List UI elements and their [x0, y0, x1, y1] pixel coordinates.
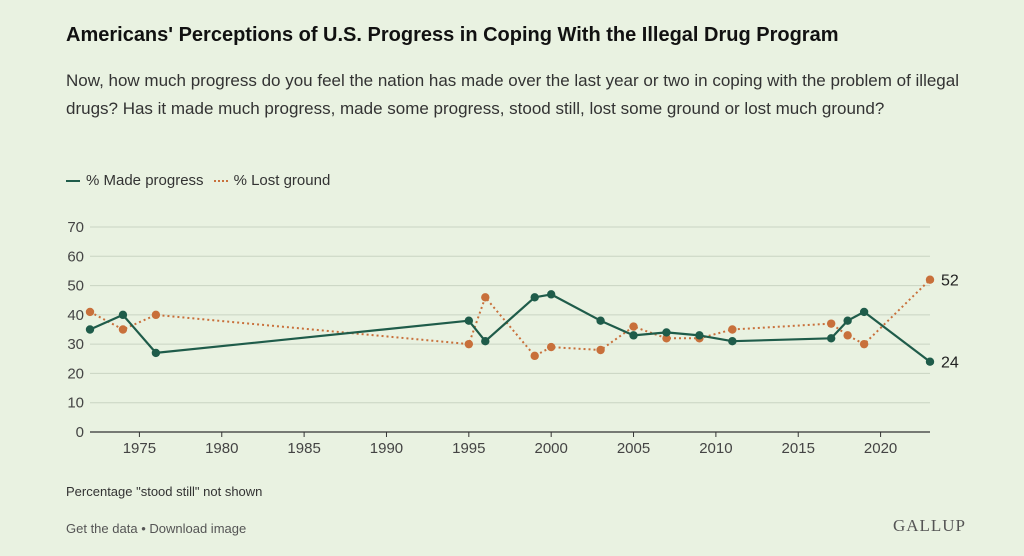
data-point-lost-ground-1972: [85, 307, 95, 317]
legend-item-lost-ground[interactable]: % Lost ground: [213, 172, 331, 189]
gallup-logo: GALLUP: [892, 516, 966, 535]
data-point-made-progress-2009: [695, 331, 704, 340]
end-label-made-progress: 24: [941, 355, 959, 372]
x-tick-label-1990: 1990: [370, 440, 403, 457]
y-tick-label-0: 0: [76, 424, 84, 441]
x-tick-label-2010: 2010: [699, 440, 732, 457]
data-point-lost-ground-1999: [530, 351, 539, 361]
data-point-made-progress-1976: [151, 348, 161, 358]
chart-footer: Get the data • Download image: [66, 521, 246, 536]
data-point-lost-ground-1995: [464, 339, 474, 349]
x-tick-label-1995: 1995: [452, 440, 485, 457]
legend-label-lost-ground: % Lost ground: [233, 172, 331, 189]
data-point-lost-ground-2000: [546, 342, 556, 352]
y-tick-label-30: 30: [67, 336, 84, 353]
chart-note: Percentage "stood still" not shown: [66, 484, 263, 499]
legend-swatch-made-progress: [66, 179, 80, 182]
data-point-made-progress-2018: [843, 316, 852, 325]
get-data-link[interactable]: Get the data: [66, 521, 138, 536]
x-tick-label-2015: 2015: [782, 440, 815, 457]
series-line-lost-ground: [89, 278, 931, 357]
legend-item-made-progress[interactable]: % Made progress: [66, 172, 204, 189]
data-point-made-progress-2007: [662, 328, 671, 337]
y-tick-label-10: 10: [67, 395, 84, 412]
data-point-lost-ground-1996: [481, 293, 490, 302]
data-point-made-progress-1972: [85, 325, 95, 334]
y-tick-label-50: 50: [67, 278, 84, 295]
x-tick-label-1980: 1980: [205, 440, 238, 457]
chart-title: Americans' Perceptions of U.S. Progress …: [66, 24, 839, 46]
data-point-lost-ground-2018: [843, 331, 852, 340]
data-point-made-progress-2019: [859, 307, 869, 317]
x-tick-label-2000: 2000: [534, 440, 567, 457]
data-point-made-progress-2011: [728, 337, 737, 346]
data-point-lost-ground-2011: [728, 325, 737, 334]
x-tick-label-1975: 1975: [123, 440, 156, 457]
y-tick-label-60: 60: [67, 248, 84, 265]
x-tick-label-2020: 2020: [864, 440, 897, 457]
end-label-lost-ground: 52: [941, 273, 959, 290]
y-tick-label-20: 20: [67, 365, 84, 382]
data-point-lost-ground-2017: [826, 319, 836, 328]
data-point-made-progress-1996: [481, 337, 490, 346]
data-point-made-progress-2003: [596, 316, 605, 325]
data-point-made-progress-2017: [826, 334, 836, 343]
data-point-lost-ground-2003: [596, 345, 605, 355]
data-point-lost-ground-2007: [662, 334, 671, 343]
y-tick-label-40: 40: [67, 307, 84, 324]
data-point-made-progress-2000: [546, 290, 556, 299]
download-image-link[interactable]: Download image: [149, 521, 247, 536]
data-point-lost-ground-1976: [151, 310, 161, 320]
data-point-made-progress-2005: [629, 331, 638, 340]
series-line-made-progress: [89, 293, 931, 363]
data-point-lost-ground-2019: [859, 339, 869, 349]
x-tick-label-1985: 1985: [287, 440, 320, 457]
line-chart: 0 10 20 30 40 50 60 70 1975 1980 1985 1990 1995 2000 2…: [67, 219, 959, 457]
data-point-made-progress-1974: [118, 310, 128, 320]
footer-separator: •: [141, 521, 146, 536]
data-point-made-progress-1999: [530, 293, 539, 302]
legend-swatch-lost-ground: [213, 179, 228, 182]
x-tick-label-2005: 2005: [617, 440, 650, 457]
data-point-lost-ground-1974: [118, 325, 128, 334]
data-point-made-progress-1995: [464, 316, 474, 325]
chart-legend: % Made progress % Lost ground: [66, 172, 340, 189]
data-point-lost-ground-2023: [925, 275, 935, 284]
chart-subtitle: Now, how much progress do you feel the n…: [66, 71, 959, 118]
data-point-made-progress-2023: [925, 357, 935, 366]
legend-label-made-progress: % Made progress: [86, 172, 204, 189]
data-point-lost-ground-2005: [629, 322, 638, 331]
y-tick-label-70: 70: [67, 219, 84, 236]
